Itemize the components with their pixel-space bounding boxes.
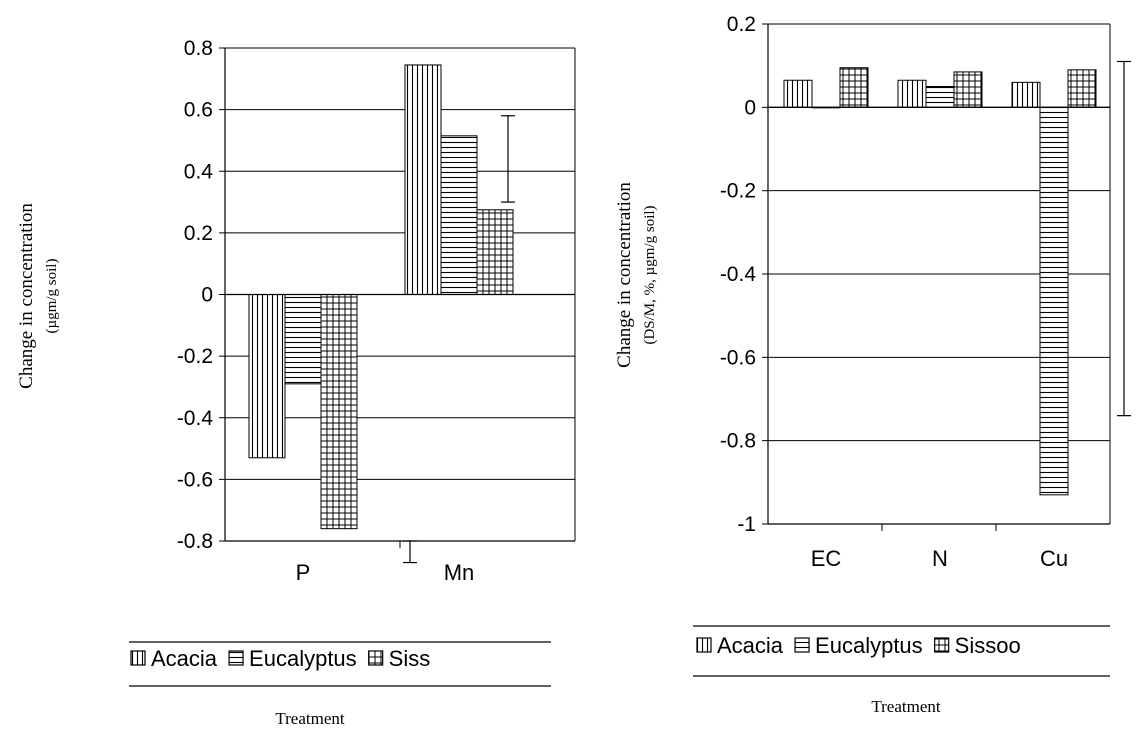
left-bar-p-acacia <box>248 294 286 459</box>
left-y-axis-label: Change in concentration <box>16 203 37 389</box>
left-y-tick-label: 0.2 <box>184 222 213 245</box>
left-error-bar <box>403 540 417 564</box>
right-bar-cu-acacia <box>1011 81 1041 108</box>
left-legend-item-eucalyptus: Eucalyptus <box>228 646 357 671</box>
left-y-tick-label: 0.6 <box>184 99 213 122</box>
left-legend-label-eucalyptus: Eucalyptus <box>249 646 357 671</box>
right-x-axis-label: Treatment <box>871 697 941 716</box>
left-bar-mn-siss <box>476 209 514 295</box>
left-bar-mn-eucalyptus <box>440 135 478 295</box>
left-bar-mn-acacia <box>404 64 442 296</box>
left-y-axis-sublabel: (µgm/g soil) <box>44 259 60 334</box>
left-bar-p-siss <box>320 294 358 530</box>
left-y-tick-label: -0.6 <box>177 468 213 491</box>
left-legend-item-acacia: Acacia <box>130 646 218 671</box>
left-y-tick-label: -0.2 <box>177 345 213 368</box>
left-legend-swatch-siss <box>368 650 384 666</box>
left-x-axis-label: Treatment <box>275 709 345 728</box>
chart-left: 0.8 0.6 0.4 0.2 0 -0.2 -0.4 -0.6 -0.8 P Mn Change… <box>16 37 576 728</box>
left-legend-item-siss: Siss <box>368 646 431 671</box>
right-y-tick-label: 0.2 <box>727 13 756 36</box>
left-y-tick-label: -0.8 <box>177 530 213 553</box>
right-bars <box>783 67 1097 496</box>
right-legend-item-acacia: Acacia <box>696 633 784 658</box>
right-category-labels: EC N Cu <box>811 546 1068 571</box>
right-legend-swatch-sissoo <box>934 637 950 653</box>
left-legend: Acacia Eucalyptus Siss <box>130 646 431 671</box>
right-legend-label-sissoo: Sissoo <box>955 633 1021 658</box>
left-category-labels: P Mn <box>296 560 475 585</box>
right-category-label-ec: EC <box>811 546 842 571</box>
right-y-tick-label: -0.6 <box>720 346 756 369</box>
right-bar-cu-sissoo <box>1067 69 1097 108</box>
left-category-label-mn: Mn <box>444 560 475 585</box>
left-y-ticks: 0.8 0.6 0.4 0.2 0 -0.2 -0.4 -0.6 -0.8 <box>177 37 225 553</box>
right-y-tick-label: -0.4 <box>720 263 757 286</box>
left-axes <box>224 48 576 548</box>
left-y-tick-label: 0.8 <box>184 37 213 60</box>
left-y-tick-label: 0 <box>201 284 213 307</box>
left-legend-swatch-acacia <box>130 650 146 666</box>
right-category-label-cu: Cu <box>1040 546 1068 571</box>
right-y-tick-label: -1 <box>737 513 756 536</box>
right-category-label-n: N <box>932 546 948 571</box>
right-y-ticks: 0.2 0 -0.2 -0.4 -0.6 -0.8 -1 <box>720 13 768 536</box>
right-y-tick-label: -0.2 <box>720 180 756 203</box>
right-error-bars <box>1117 60 1131 417</box>
left-legend-label-siss: Siss <box>389 646 431 671</box>
left-bar-p-eucalyptus <box>284 294 322 385</box>
right-y-tick-label: 0 <box>744 96 756 119</box>
left-legend-swatch-eucalyptus <box>228 650 244 666</box>
right-error-bar <box>1117 60 1131 417</box>
left-error-bar <box>501 115 515 203</box>
right-bar-n-sissoo <box>953 71 983 108</box>
right-bar-n-eucalyptus <box>925 86 955 108</box>
right-legend-item-eucalyptus: Eucalyptus <box>794 633 923 658</box>
left-error-bars <box>403 115 515 564</box>
chart-right: 0.2 0 -0.2 -0.4 -0.6 -0.8 -1 EC N Cu Change in c… <box>614 13 1131 716</box>
right-y-axis-label: Change in concentration <box>614 182 635 368</box>
left-y-tick-label: -0.4 <box>177 407 214 430</box>
right-bar-cu-eucalyptus <box>1039 106 1069 496</box>
left-category-label-p: P <box>296 560 311 585</box>
right-legend-label-eucalyptus: Eucalyptus <box>815 633 923 658</box>
right-y-tick-label: -0.8 <box>720 430 756 453</box>
right-bar-ec-sissoo <box>839 67 869 108</box>
right-bar-n-acacia <box>897 79 927 108</box>
left-y-tick-label: 0.4 <box>184 160 214 183</box>
right-legend: Acacia Eucalyptus Sissoo <box>696 633 1021 658</box>
right-y-axis-sublabel: (DS/M, %, µgm/g soil) <box>642 205 658 344</box>
right-legend-label-acacia: Acacia <box>717 633 784 658</box>
right-legend-swatch-acacia <box>696 637 712 653</box>
right-legend-item-sissoo: Sissoo <box>934 633 1021 658</box>
right-bar-ec-acacia <box>783 79 813 108</box>
right-legend-swatch-eucalyptus <box>794 637 810 653</box>
left-legend-label-acacia: Acacia <box>151 646 218 671</box>
left-bars <box>248 64 514 530</box>
